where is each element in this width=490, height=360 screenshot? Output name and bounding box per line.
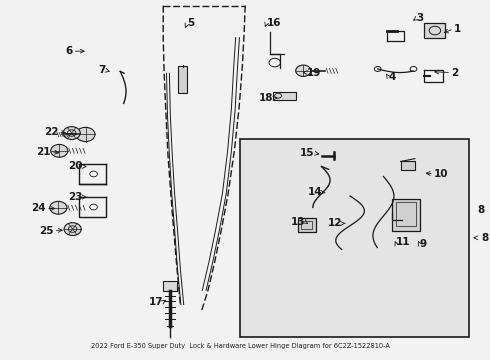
Text: 9: 9 [419, 239, 427, 249]
Text: 24: 24 [31, 203, 46, 213]
Bar [401, 162, 415, 170]
Text: 14: 14 [308, 188, 322, 197]
Bar [241, 139, 469, 337]
Text: 2: 2 [451, 68, 458, 77]
Text: 12: 12 [328, 219, 343, 228]
Text: 1: 1 [454, 24, 461, 34]
Text: 3: 3 [417, 13, 424, 23]
Bar [301, 221, 312, 229]
Text: 8: 8 [478, 205, 485, 215]
Text: 13: 13 [291, 217, 305, 227]
Text: 21: 21 [36, 147, 50, 157]
Circle shape [76, 127, 95, 141]
Bar [424, 23, 445, 38]
Bar [163, 282, 176, 291]
Circle shape [50, 201, 67, 214]
Text: 15: 15 [300, 148, 315, 158]
Circle shape [64, 223, 81, 235]
Text: 4: 4 [388, 72, 395, 82]
Text: 19: 19 [307, 68, 321, 77]
Text: 16: 16 [267, 18, 281, 28]
Text: 8: 8 [481, 233, 489, 243]
Text: 18: 18 [259, 93, 274, 103]
Text: 20: 20 [68, 162, 82, 171]
Bar [392, 198, 419, 230]
Text: 23: 23 [68, 192, 82, 202]
Circle shape [50, 144, 68, 157]
Text: 22: 22 [44, 127, 58, 137]
Circle shape [296, 65, 311, 76]
Bar [297, 219, 316, 232]
Text: 11: 11 [395, 237, 410, 247]
Text: 6: 6 [65, 46, 73, 56]
Bar [273, 92, 296, 100]
Bar [178, 66, 187, 93]
Circle shape [63, 127, 80, 139]
Bar [396, 202, 416, 226]
Text: 7: 7 [98, 66, 106, 75]
Text: 17: 17 [148, 297, 163, 307]
Text: 2022 Ford E-350 Super Duty  Lock & Hardware Lower Hinge Diagram for 6C2Z-1522810: 2022 Ford E-350 Super Duty Lock & Hardwa… [91, 343, 390, 349]
Text: 10: 10 [434, 168, 448, 179]
Text: 25: 25 [39, 225, 53, 235]
Text: 5: 5 [187, 18, 195, 28]
